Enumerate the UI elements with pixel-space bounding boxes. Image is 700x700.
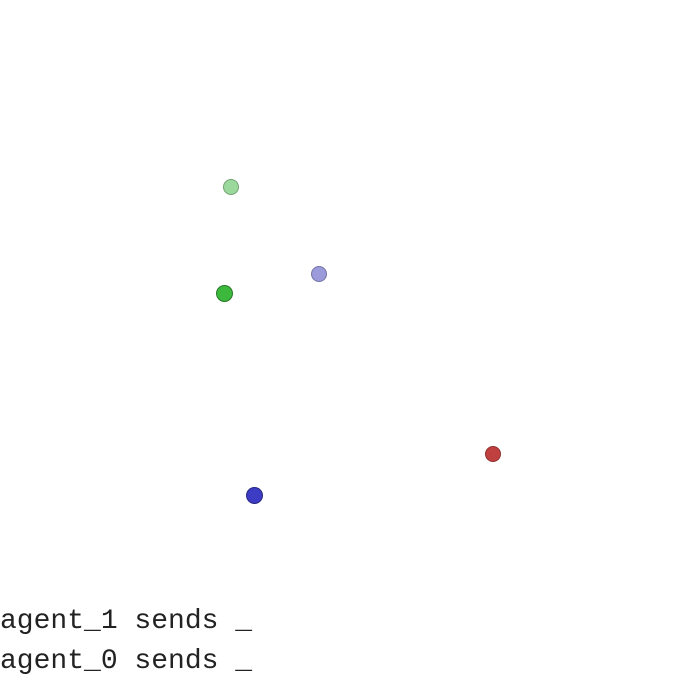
agent-1-message: agent_1 sends _	[0, 606, 253, 637]
lavender-landmark	[311, 266, 327, 282]
green-landmark	[223, 179, 239, 195]
message-log: agent_1 sends _ agent_0 sends _	[0, 602, 700, 682]
green-agent	[216, 285, 233, 302]
agent-0-message: agent_0 sends _	[0, 646, 253, 677]
blue-agent	[246, 487, 263, 504]
red-landmark	[485, 446, 501, 462]
